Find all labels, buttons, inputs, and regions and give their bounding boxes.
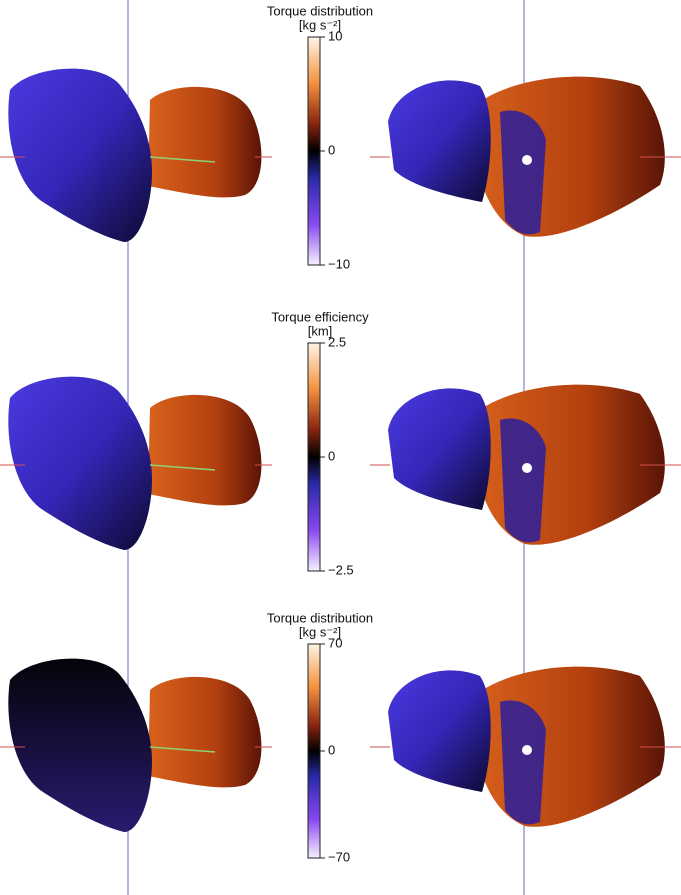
dot	[522, 463, 532, 473]
comet-right	[388, 667, 665, 827]
lobe	[388, 670, 491, 792]
lobe	[8, 69, 152, 242]
stripe	[500, 110, 546, 234]
panel: Torque efficiency[km]2.50−2.5	[0, 309, 681, 577]
comet-right	[388, 77, 665, 237]
lobe	[470, 385, 665, 545]
comet-left	[8, 69, 261, 242]
lobe	[470, 77, 665, 237]
dot	[522, 745, 532, 755]
tick-label: 10	[328, 28, 342, 43]
tick-label: 0	[328, 742, 335, 757]
colorbar-title: Torque efficiency	[271, 309, 369, 324]
lobe	[8, 659, 152, 832]
stripe	[500, 418, 546, 542]
lobe	[8, 377, 152, 550]
tick-label: 0	[328, 142, 335, 157]
lobe	[148, 395, 261, 506]
stripe	[500, 700, 546, 824]
figure: Torque distribution[kg s⁻²]100−10Torque …	[0, 0, 681, 895]
panel: Torque distribution[kg s⁻²]700−70	[0, 610, 681, 864]
lobe	[148, 87, 261, 198]
colorbar	[308, 644, 320, 858]
colorbar	[308, 343, 320, 571]
page: Torque distribution[kg s⁻²]100−10Torque …	[0, 0, 681, 895]
lobe	[148, 677, 261, 788]
tick-label: 0	[328, 448, 335, 463]
tick-label: 70	[328, 635, 342, 650]
comet-left	[8, 659, 261, 832]
tick-label: −70	[328, 849, 350, 864]
panel: Torque distribution[kg s⁻²]100−10	[0, 3, 681, 271]
tick-label: −10	[328, 256, 350, 271]
colorbar-title: Torque distribution	[267, 610, 373, 625]
comet-left	[8, 377, 261, 550]
lobe	[388, 388, 491, 510]
lobe	[388, 80, 491, 202]
dot	[522, 155, 532, 165]
lobe	[470, 667, 665, 827]
tick-label: −2.5	[328, 562, 354, 577]
tick-label: 2.5	[328, 334, 346, 349]
colorbar-title: Torque distribution	[267, 3, 373, 18]
comet-right	[388, 385, 665, 545]
colorbar	[308, 37, 320, 265]
